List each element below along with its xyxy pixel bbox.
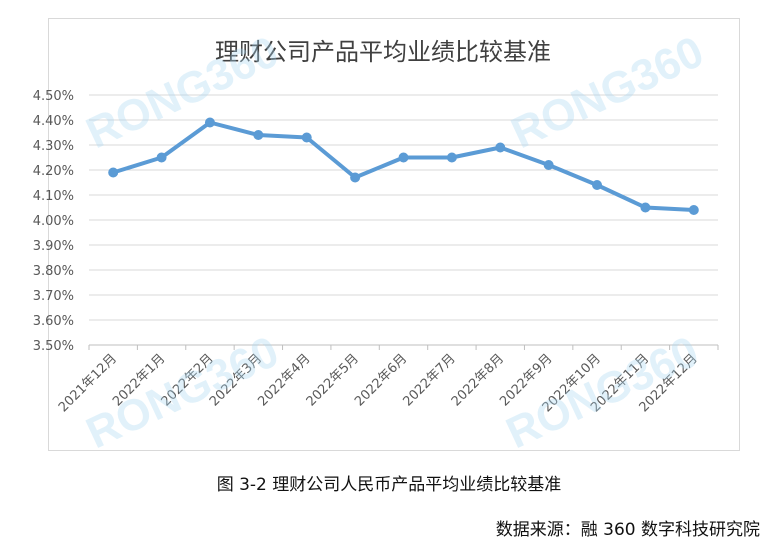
series-line <box>112 120 694 212</box>
y-tick-label: 4.00% <box>33 214 74 229</box>
data-point <box>688 205 699 215</box>
chart-frame <box>48 18 740 451</box>
data-point <box>592 180 603 190</box>
chart-title: 理财公司产品平均业绩比较基准 <box>215 38 551 66</box>
x-tick-label: 2021年12月 <box>56 351 120 415</box>
gridlines <box>89 94 718 346</box>
y-tick-label: 3.80% <box>33 264 74 279</box>
data-point <box>350 172 361 183</box>
data-point <box>398 152 409 163</box>
data-source: 数据来源：融 360 数字科技研究院 <box>495 520 760 540</box>
data-point <box>301 132 312 143</box>
y-tick-label: 3.60% <box>33 314 74 329</box>
data-point <box>640 202 651 213</box>
line-chart: 理财公司产品平均业绩比较基准 3.50% 3.60% 3.70% 3.80% 3.90%… <box>33 38 719 415</box>
y-tick-label: 4.20% <box>33 164 74 179</box>
series-layer <box>108 117 699 215</box>
y-tick-label: 3.50% <box>33 339 74 354</box>
data-point <box>108 167 119 178</box>
y-tick-label: 4.10% <box>33 189 74 204</box>
y-axis-ticks: 3.50% 3.60% 3.70% 3.80% 3.90% 4.00% 4.10% 4.20%… <box>33 89 74 354</box>
figure-caption: 图 3-2 理财公司人民币产品平均业绩比较基准 <box>216 475 562 495</box>
data-point <box>204 117 215 128</box>
data-point <box>543 160 554 170</box>
data-point <box>253 130 264 140</box>
data-point <box>495 142 506 153</box>
y-tick-label: 3.90% <box>33 239 74 254</box>
y-tick-label: 4.40% <box>33 114 74 129</box>
data-point <box>446 152 457 163</box>
y-tick-label: 4.50% <box>33 89 74 104</box>
y-tick-label: 3.70% <box>33 289 74 304</box>
y-tick-label: 4.30% <box>33 139 74 154</box>
x-axis-ticks: 2021年12月2022年1月2022年2月2022年3月2022年4月2022… <box>56 345 719 415</box>
data-point <box>156 152 167 163</box>
